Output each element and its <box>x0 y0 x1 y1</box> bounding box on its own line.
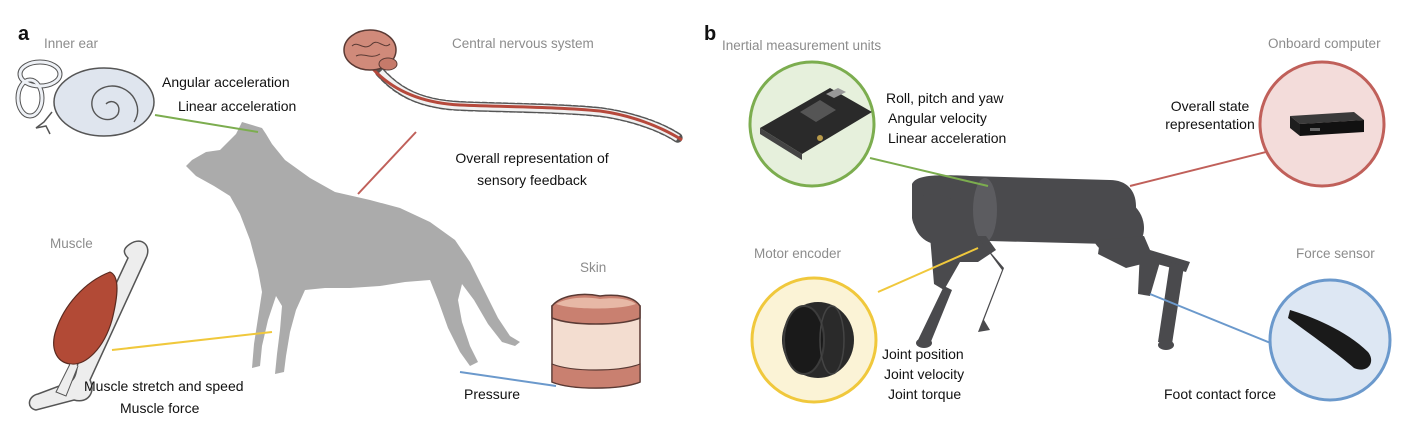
muscle-belly <box>53 271 118 365</box>
force-line1: Foot contact force <box>1164 386 1277 402</box>
encoder-connector <box>877 247 979 293</box>
encoder-circle <box>750 276 878 404</box>
dog-silhouette <box>186 122 520 374</box>
inner-ear-illustration <box>15 59 155 137</box>
robot-front-hip <box>912 194 967 245</box>
panel-b-letter: b <box>704 23 717 45</box>
semicircular-canal-4 <box>16 78 44 118</box>
computer-connector <box>1129 147 1283 187</box>
cns-title: Central nervous system <box>452 36 594 51</box>
panel-a-letter: a <box>18 23 30 45</box>
force-connector <box>1149 293 1279 347</box>
imu-line3: Linear acceleration <box>888 130 1007 146</box>
skin-illustration <box>551 293 641 389</box>
cns-line1: Overall representation of <box>455 150 609 166</box>
computer-line1: Overall state <box>1170 98 1250 114</box>
cochlea-spiral <box>91 85 139 123</box>
force-sensor-foot <box>1288 310 1372 370</box>
computer-port <box>1310 128 1320 131</box>
brain-spinal-cord-illustration <box>343 29 683 143</box>
muscle-illustration <box>28 240 149 411</box>
imu-title: Inertial measurement units <box>722 38 882 53</box>
inner-ear-line1: Angular acceleration <box>162 74 290 90</box>
cerebellum-shape <box>378 57 398 71</box>
muscle-connector <box>111 331 273 351</box>
computer-circle <box>1258 60 1386 188</box>
vestibular-nerve <box>35 111 53 135</box>
skin-connector <box>459 371 557 387</box>
imu-board-chip <box>800 100 836 122</box>
inner-ear-connector <box>154 114 259 133</box>
computer-title: Onboard computer <box>1268 36 1381 51</box>
tendon-lower <box>55 363 79 397</box>
spinal-cord <box>370 66 683 142</box>
brain-folds <box>351 41 391 57</box>
imu-board-connector <box>826 88 846 98</box>
imu-board-edge <box>760 128 802 160</box>
imu-board-component <box>817 135 823 141</box>
encoder-line2: Joint velocity <box>884 366 965 382</box>
robot-dog-illustration <box>912 175 1190 350</box>
encoder-line1: Joint position <box>882 346 964 362</box>
skin-title: Skin <box>580 260 607 275</box>
skin-epidermis <box>556 297 636 309</box>
skin-layer-lower <box>551 363 641 389</box>
imu-line2: Angular velocity <box>888 110 987 126</box>
bone-shape <box>28 240 149 411</box>
cns-connector <box>357 131 417 195</box>
imu-connector <box>869 157 989 187</box>
robot-front-foot <box>916 338 932 348</box>
computer-box-side <box>1300 120 1364 136</box>
cns-line2: sensory feedback <box>477 172 587 188</box>
imu-circle <box>748 60 876 188</box>
skin-line1: Pressure <box>464 386 521 402</box>
computer-line2: representation <box>1165 116 1255 132</box>
encoder-line3: Joint torque <box>888 386 962 402</box>
robot-hind-foot <box>1158 340 1174 350</box>
robot-front-thigh <box>930 236 996 290</box>
inner-ear-line2: Linear acceleration <box>178 98 297 114</box>
muscle-line2: Muscle force <box>120 400 200 416</box>
robot-body <box>912 175 1136 244</box>
encoder-ring <box>819 305 845 375</box>
cochlea-shape <box>53 67 155 137</box>
robot-hind-leg-2 <box>1138 250 1160 296</box>
robot-body-front <box>973 178 997 242</box>
robot-front-leg-2 <box>978 240 1004 332</box>
robot-front-shin <box>918 286 952 344</box>
muscle-line1: Muscle stretch and speed <box>84 378 244 394</box>
muscle-title: Muscle <box>50 236 93 251</box>
inner-ear-title: Inner ear <box>44 36 99 51</box>
force-title: Force sensor <box>1296 246 1375 261</box>
force-sensor-circle <box>1268 278 1392 402</box>
imu-line1: Roll, pitch and yaw <box>886 90 1004 106</box>
computer-box-front <box>1290 116 1300 136</box>
computer-box-top <box>1290 112 1364 124</box>
encoder-face <box>783 305 825 375</box>
encoder-title: Motor encoder <box>754 246 842 261</box>
